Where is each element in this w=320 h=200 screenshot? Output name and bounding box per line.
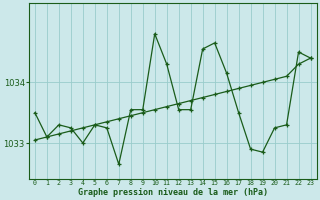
X-axis label: Graphe pression niveau de la mer (hPa): Graphe pression niveau de la mer (hPa) [78,188,268,197]
